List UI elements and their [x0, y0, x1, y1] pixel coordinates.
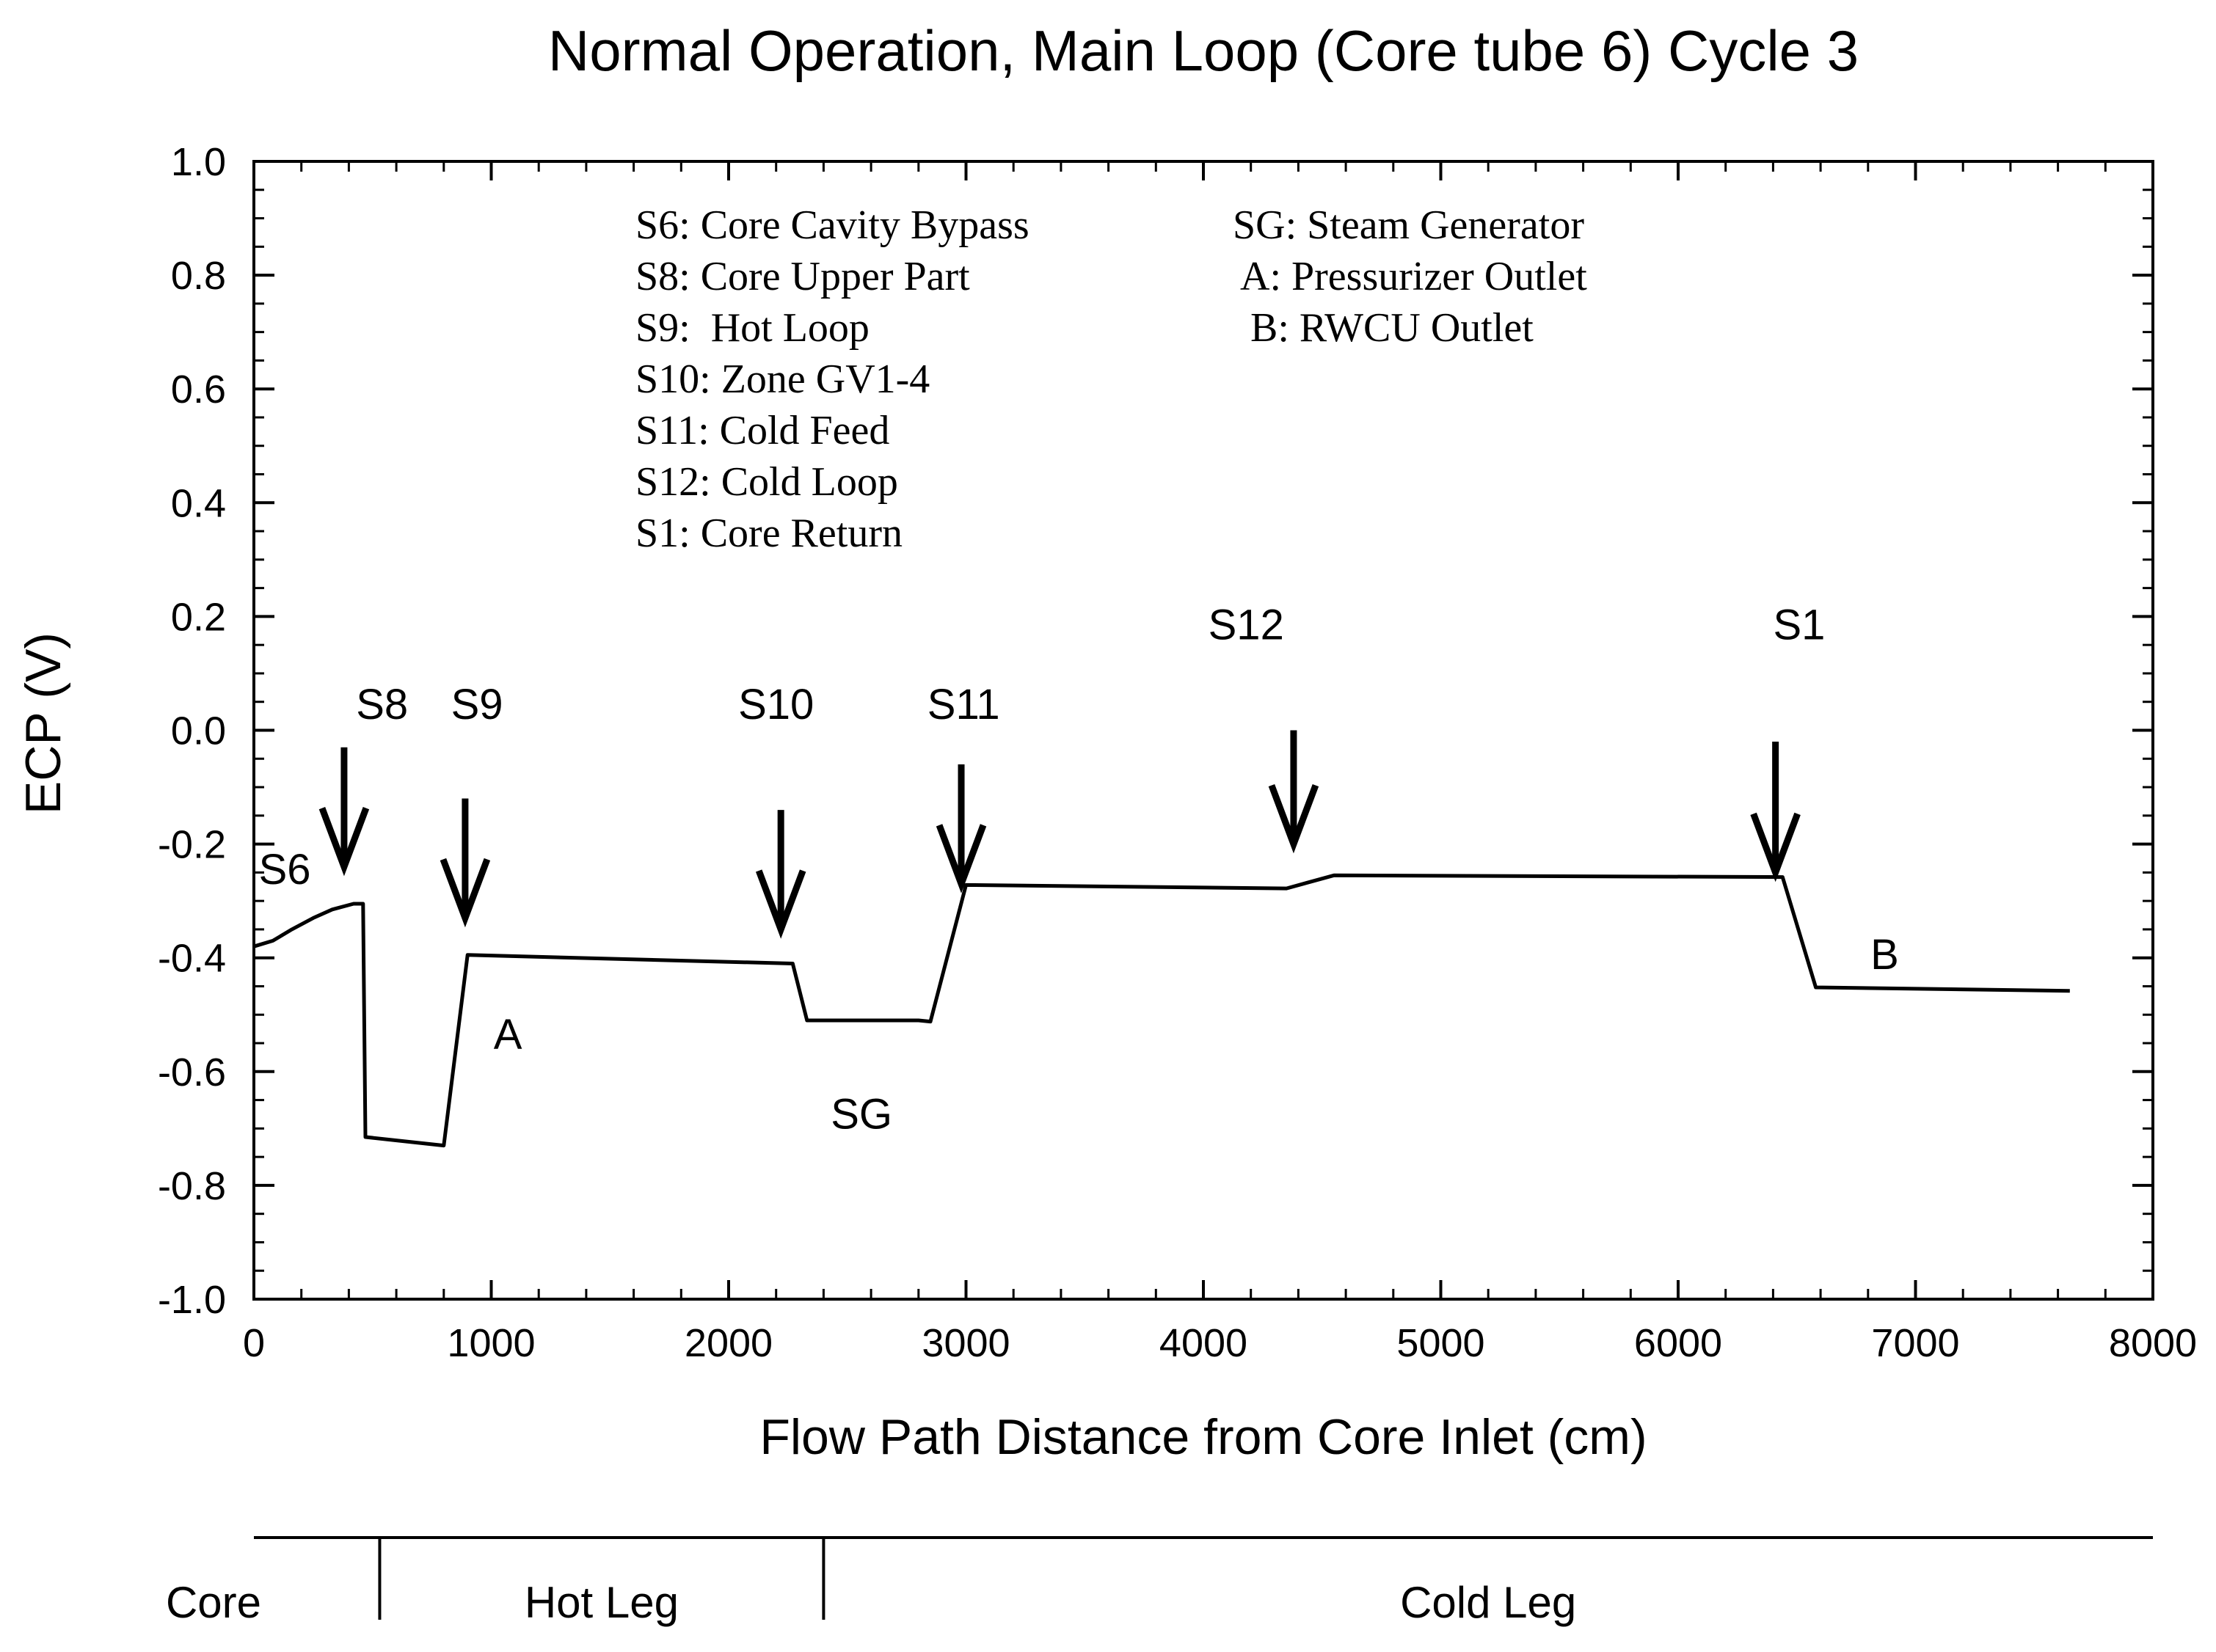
x-tick-label: 2000 [685, 1321, 773, 1365]
section-label: Hot Leg [525, 1578, 679, 1627]
y-tick-label: 0.4 [171, 481, 226, 525]
series-line [253, 873, 2070, 1148]
marker-label: S8 [356, 681, 408, 728]
arrow-head [1268, 784, 1319, 854]
y-tick-label: -0.4 [158, 937, 226, 981]
marker-label: S11 [927, 681, 1000, 728]
marker-group: S8 S9 S10 S11 S12 S1 [318, 601, 1826, 939]
marker-label: S9 [451, 681, 503, 728]
y-axis-label: ECP (V) [15, 632, 71, 814]
x-tick-label: 7000 [1871, 1321, 1959, 1365]
y-tick-label: 0.2 [171, 595, 226, 639]
axis-ticks [252, 160, 2154, 1301]
arrow-head [936, 824, 987, 893]
chart-title: Normal Operation, Main Loop (Core tube 6… [548, 18, 1859, 83]
y-tick-label: 0.0 [171, 709, 226, 753]
x-tick-label: 5000 [1396, 1321, 1484, 1365]
annotation-label: A [494, 1011, 522, 1059]
arrow-head [755, 869, 806, 939]
annotation-label: SG [831, 1090, 892, 1138]
legend-item: S10: Zone GV1-4 [635, 357, 930, 402]
marker-label: S12 [1209, 601, 1284, 648]
arrow-head [318, 807, 370, 877]
annotation-group: S6 A SG B [259, 846, 1899, 1138]
legend-item: B: RWCU Outlet [1240, 305, 1534, 351]
legend-item: S1: Core Return [635, 511, 903, 556]
x-tick-label: 0 [243, 1321, 265, 1365]
y-tick-label: -0.8 [158, 1164, 226, 1208]
y-tick-label: -0.6 [158, 1050, 226, 1094]
x-tick-label: 8000 [2109, 1321, 2197, 1365]
section-label: Cold Leg [1400, 1578, 1576, 1627]
legend-item: S8: Core Upper Part [635, 254, 970, 299]
section-bar: Core Hot Leg Cold Leg [166, 1536, 2153, 1627]
y-tick-label: 1.0 [171, 140, 226, 184]
arrow-head [1750, 812, 1801, 882]
marker-label: S1 [1774, 601, 1826, 648]
x-tick-label: 6000 [1634, 1321, 1722, 1365]
axis-tick-labels: 0 1000 2000 3000 4000 5000 6000 7000 8000 1.0 0.8 0… [158, 140, 2197, 1365]
x-tick-label: 4000 [1159, 1321, 1247, 1365]
y-tick-label: 0.8 [171, 254, 226, 298]
y-tick-label: 0.6 [171, 368, 226, 412]
legend-item: S11: Cold Feed [635, 408, 889, 453]
section-label: Core [166, 1578, 261, 1627]
x-tick-label: 3000 [922, 1321, 1010, 1365]
annotation-label: B [1870, 931, 1899, 979]
y-tick-label: -1.0 [158, 1278, 226, 1322]
marker-label: S10 [738, 681, 814, 728]
legend: S6: Core Cavity Bypass S8: Core Upper Pa… [635, 202, 1587, 556]
x-axis-label: Flow Path Distance from Core Inlet (cm) [759, 1409, 1647, 1465]
legend-item: A: Pressurizer Outlet [1240, 254, 1587, 299]
legend-item: S12: Cold Loop [635, 459, 898, 505]
y-tick-label: -0.2 [158, 823, 226, 867]
arrow-head [440, 858, 491, 928]
legend-item: SG: Steam Generator [1233, 202, 1584, 248]
x-tick-label: 1000 [447, 1321, 535, 1365]
annotation-label: S6 [259, 846, 311, 893]
series-group [253, 873, 2070, 1148]
legend-item: S9: Hot Loop [635, 305, 870, 351]
legend-item: S6: Core Cavity Bypass [635, 202, 1029, 248]
